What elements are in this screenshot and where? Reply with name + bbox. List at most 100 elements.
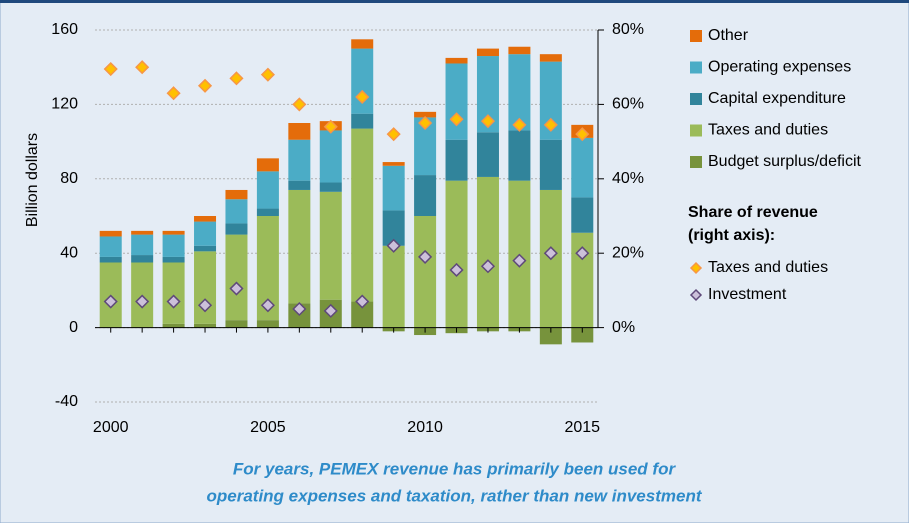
bar-segment bbox=[256, 171, 279, 209]
marker bbox=[418, 249, 433, 264]
bar-segment bbox=[162, 230, 185, 235]
bar-segment bbox=[256, 320, 279, 328]
bar-segment bbox=[382, 165, 405, 211]
marker bbox=[229, 71, 244, 86]
caption: operating expenses and taxation, rather … bbox=[206, 486, 702, 505]
bar-segment bbox=[414, 175, 437, 216]
bar-segment bbox=[225, 199, 248, 224]
marker bbox=[166, 294, 181, 309]
legend-header: Share of revenue bbox=[688, 204, 818, 221]
bar-segment bbox=[194, 216, 217, 222]
bar-segment bbox=[162, 234, 185, 257]
bar-segment bbox=[351, 39, 374, 49]
bar-segment bbox=[194, 245, 217, 252]
y2-tick-label: 80% bbox=[612, 21, 644, 38]
bar-segment bbox=[382, 210, 405, 246]
marker bbox=[418, 115, 433, 131]
bar-segment bbox=[508, 130, 531, 181]
bar-segment bbox=[445, 63, 468, 140]
legend-swatch bbox=[690, 93, 702, 105]
bar-segment bbox=[476, 132, 499, 177]
bar-segment bbox=[131, 234, 154, 256]
bar-segment bbox=[445, 180, 468, 328]
bar-segment bbox=[414, 216, 437, 328]
y2-tick-label: 0% bbox=[612, 319, 635, 336]
bar-segment bbox=[445, 139, 468, 181]
bar-segment bbox=[414, 117, 437, 176]
legend-label: Investment bbox=[708, 286, 787, 303]
y2-tick-label: 60% bbox=[612, 96, 644, 113]
x-tick-label: 2000 bbox=[93, 419, 129, 436]
bar-segment bbox=[351, 301, 374, 328]
bar-segment bbox=[571, 232, 594, 328]
legend-marker bbox=[689, 288, 703, 302]
bar-segment bbox=[539, 54, 562, 62]
bar-segment bbox=[99, 256, 122, 263]
y-tick-label: 160 bbox=[51, 21, 78, 38]
y-tick-label: 120 bbox=[51, 96, 78, 113]
bar-segment bbox=[225, 189, 248, 200]
bar-segment bbox=[162, 262, 185, 324]
bar-segment bbox=[288, 189, 311, 304]
marker bbox=[103, 61, 118, 77]
marker bbox=[260, 67, 275, 82]
y2-tick-label: 20% bbox=[612, 244, 644, 261]
marker bbox=[260, 298, 275, 313]
bar-segment bbox=[194, 323, 217, 328]
bar-segment bbox=[539, 61, 562, 140]
bar-segment bbox=[508, 54, 531, 131]
bar-segment bbox=[476, 176, 499, 328]
marker bbox=[323, 303, 338, 318]
x-tick-label: 2015 bbox=[564, 419, 600, 436]
bar-segment bbox=[319, 130, 342, 183]
marker bbox=[480, 259, 496, 274]
bar-segment bbox=[225, 223, 248, 235]
marker bbox=[386, 238, 401, 253]
marker bbox=[323, 119, 338, 134]
legend-swatch bbox=[690, 124, 702, 137]
marker bbox=[480, 114, 496, 129]
marker bbox=[103, 294, 118, 309]
marker bbox=[386, 127, 401, 142]
marker bbox=[292, 301, 307, 317]
bar-segment bbox=[571, 137, 594, 198]
marker bbox=[135, 294, 150, 309]
bar-segment bbox=[288, 139, 311, 181]
marker bbox=[543, 117, 558, 132]
bar-segment bbox=[256, 216, 279, 321]
marker bbox=[166, 86, 181, 101]
legend-marker bbox=[689, 261, 703, 275]
bar-segment bbox=[225, 320, 248, 328]
bar-segment bbox=[131, 255, 154, 263]
marker bbox=[575, 246, 590, 261]
bar-segment bbox=[571, 327, 594, 343]
bar-segment bbox=[508, 46, 531, 55]
legend-label: Taxes and duties bbox=[708, 122, 828, 139]
bar-segment bbox=[382, 245, 405, 328]
bar-segment bbox=[225, 234, 248, 321]
marker bbox=[575, 127, 590, 142]
y-tick-label: 80 bbox=[60, 170, 78, 187]
bar-segment bbox=[476, 48, 499, 57]
marker bbox=[292, 97, 307, 112]
y-tick-label: -40 bbox=[55, 393, 78, 410]
y-axis-label: Billion dollars bbox=[24, 133, 41, 227]
marker bbox=[355, 294, 370, 309]
bar-segment bbox=[162, 256, 185, 263]
bar-segment bbox=[131, 230, 154, 235]
bar-segment bbox=[351, 113, 374, 129]
x-tick-label: 2010 bbox=[407, 419, 443, 436]
legend-header: (right axis): bbox=[688, 227, 775, 244]
marker bbox=[449, 262, 464, 278]
legend-label: Operating expenses bbox=[708, 59, 851, 76]
bar-segment bbox=[256, 158, 279, 172]
legend-label: Capital expenditure bbox=[708, 90, 846, 107]
bar-segment bbox=[539, 327, 562, 345]
bar-segment bbox=[382, 162, 405, 166]
bar-segment bbox=[319, 182, 342, 192]
legend-label: Taxes and duties bbox=[708, 259, 828, 276]
legend-label: Other bbox=[708, 27, 749, 44]
bar-segment bbox=[99, 230, 122, 237]
marker bbox=[135, 60, 150, 75]
